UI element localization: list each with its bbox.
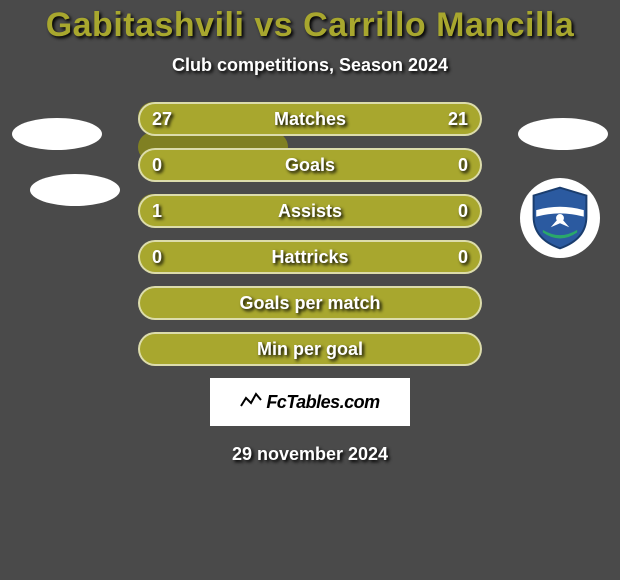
- stat-row: Assists1 0: [138, 194, 482, 228]
- branding-text: FcTables.com: [266, 392, 379, 413]
- stat-row: Min per goal: [138, 332, 482, 366]
- oval-placeholder-icon: [12, 118, 102, 150]
- stat-row: Goals0 0: [138, 148, 482, 182]
- stat-value-right: 0: [458, 148, 468, 182]
- team-right-crest: [520, 178, 600, 258]
- shield-icon: [527, 185, 593, 251]
- stat-label: Goals per match: [138, 286, 482, 320]
- stat-label: Hattricks: [138, 240, 482, 274]
- spark-icon: [240, 392, 262, 413]
- stat-label: Goals: [138, 148, 482, 182]
- oval-placeholder-icon: [518, 118, 608, 150]
- team-left-logo-2: [30, 174, 120, 264]
- stat-row: Matches27 21: [138, 102, 482, 136]
- stat-label: Min per goal: [138, 332, 482, 366]
- stat-value-right: 0: [458, 240, 468, 274]
- stat-value-left: 1: [152, 194, 162, 228]
- stat-label: Assists: [138, 194, 482, 228]
- stat-value-left: 0: [152, 148, 162, 182]
- stat-label: Matches: [138, 102, 482, 136]
- card-date: 29 november 2024: [0, 444, 620, 465]
- stat-value-left: 27: [152, 102, 172, 136]
- card-title: Gabitashvili vs Carrillo Mancilla: [0, 0, 620, 45]
- stat-value-right: 21: [448, 102, 468, 136]
- stat-value-left: 0: [152, 240, 162, 274]
- stat-value-right: 0: [458, 194, 468, 228]
- branding-badge: FcTables.com: [210, 378, 410, 426]
- comparison-card: Gabitashvili vs Carrillo Mancilla Club c…: [0, 0, 620, 580]
- stat-row: Hattricks0 0: [138, 240, 482, 274]
- oval-placeholder-icon: [30, 174, 120, 206]
- card-subtitle: Club competitions, Season 2024: [0, 55, 620, 76]
- stat-row: Goals per match: [138, 286, 482, 320]
